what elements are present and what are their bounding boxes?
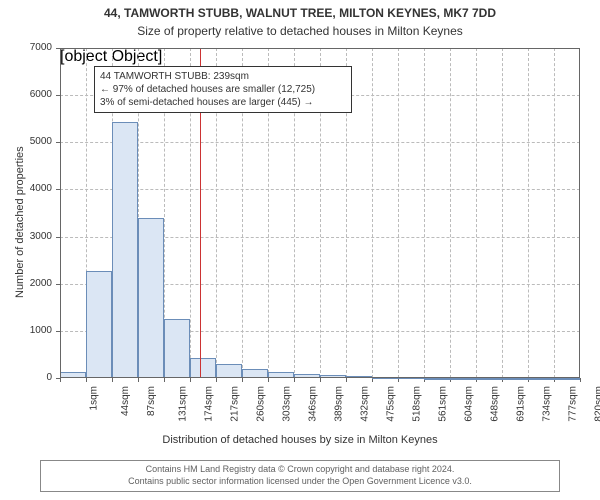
ytick-label: 0 <box>0 372 52 383</box>
ytick-label: 7000 <box>0 42 52 53</box>
xtick-label: 87sqm <box>146 386 157 416</box>
footer-text: Contains HM Land Registry data © Crown c… <box>0 464 600 487</box>
title-address: 44, TAMWORTH STUBB, WALNUT TREE, MILTON … <box>0 6 600 20</box>
xtick-label: 561sqm <box>438 386 449 422</box>
xtick-mark <box>190 378 191 382</box>
xtick-mark <box>86 378 87 382</box>
xtick-mark <box>216 378 217 382</box>
xtick-label: 820sqm <box>594 386 600 422</box>
xtick-label: 346sqm <box>308 386 319 422</box>
xtick-label: 174sqm <box>204 386 215 422</box>
xtick-mark <box>580 378 581 382</box>
xtick-label: 648sqm <box>490 386 501 422</box>
footer-line1: Contains HM Land Registry data © Crown c… <box>0 464 600 476</box>
xtick-label: 131sqm <box>178 386 189 422</box>
histogram-bar <box>476 378 502 380</box>
xtick-label: 475sqm <box>386 386 397 422</box>
ytick-label: 6000 <box>0 89 52 100</box>
xtick-label: 44sqm <box>120 386 131 416</box>
ytick-label: 3000 <box>0 231 52 242</box>
histogram-bar <box>554 378 580 380</box>
annotation-box: 44 TAMWORTH STUBB: 239sqm← 97% of detach… <box>94 66 352 113</box>
ytick-label: 5000 <box>0 136 52 147</box>
xtick-mark <box>138 378 139 382</box>
xtick-label: 389sqm <box>334 386 345 422</box>
xtick-label: 518sqm <box>412 386 423 422</box>
xtick-label: 303sqm <box>282 386 293 422</box>
xtick-mark <box>242 378 243 382</box>
xtick-label: 217sqm <box>230 386 241 422</box>
xtick-mark <box>112 378 113 382</box>
ytick-label: 1000 <box>0 325 52 336</box>
annotation-line1: 44 TAMWORTH STUBB: 239sqm <box>100 70 346 83</box>
xtick-label: 604sqm <box>464 386 475 422</box>
xtick-mark <box>320 378 321 382</box>
footer-line2: Contains public sector information licen… <box>0 476 600 488</box>
xtick-label: 432sqm <box>360 386 371 422</box>
y-axis-label: Number of detached properties <box>14 146 26 298</box>
xtick-label: 734sqm <box>542 386 553 422</box>
histogram-bar <box>502 378 528 380</box>
xtick-mark <box>268 378 269 382</box>
x-axis-label: Distribution of detached houses by size … <box>0 434 600 446</box>
annotation-line3: 3% of semi-detached houses are larger (4… <box>100 96 346 109</box>
xtick-label: 260sqm <box>256 386 267 422</box>
histogram-bar <box>528 378 554 380</box>
xtick-label: 691sqm <box>516 386 527 422</box>
ytick-label: 2000 <box>0 278 52 289</box>
title-subtitle: Size of property relative to detached ho… <box>0 24 600 38</box>
xtick-label: 777sqm <box>568 386 579 422</box>
xtick-mark <box>60 378 61 382</box>
xtick-mark <box>294 378 295 382</box>
ytick-label: 4000 <box>0 183 52 194</box>
xtick-mark <box>346 378 347 382</box>
xtick-mark <box>164 378 165 382</box>
annotation-line2: ← 97% of detached houses are smaller (12… <box>100 83 346 96</box>
xtick-label: 1sqm <box>88 386 99 410</box>
